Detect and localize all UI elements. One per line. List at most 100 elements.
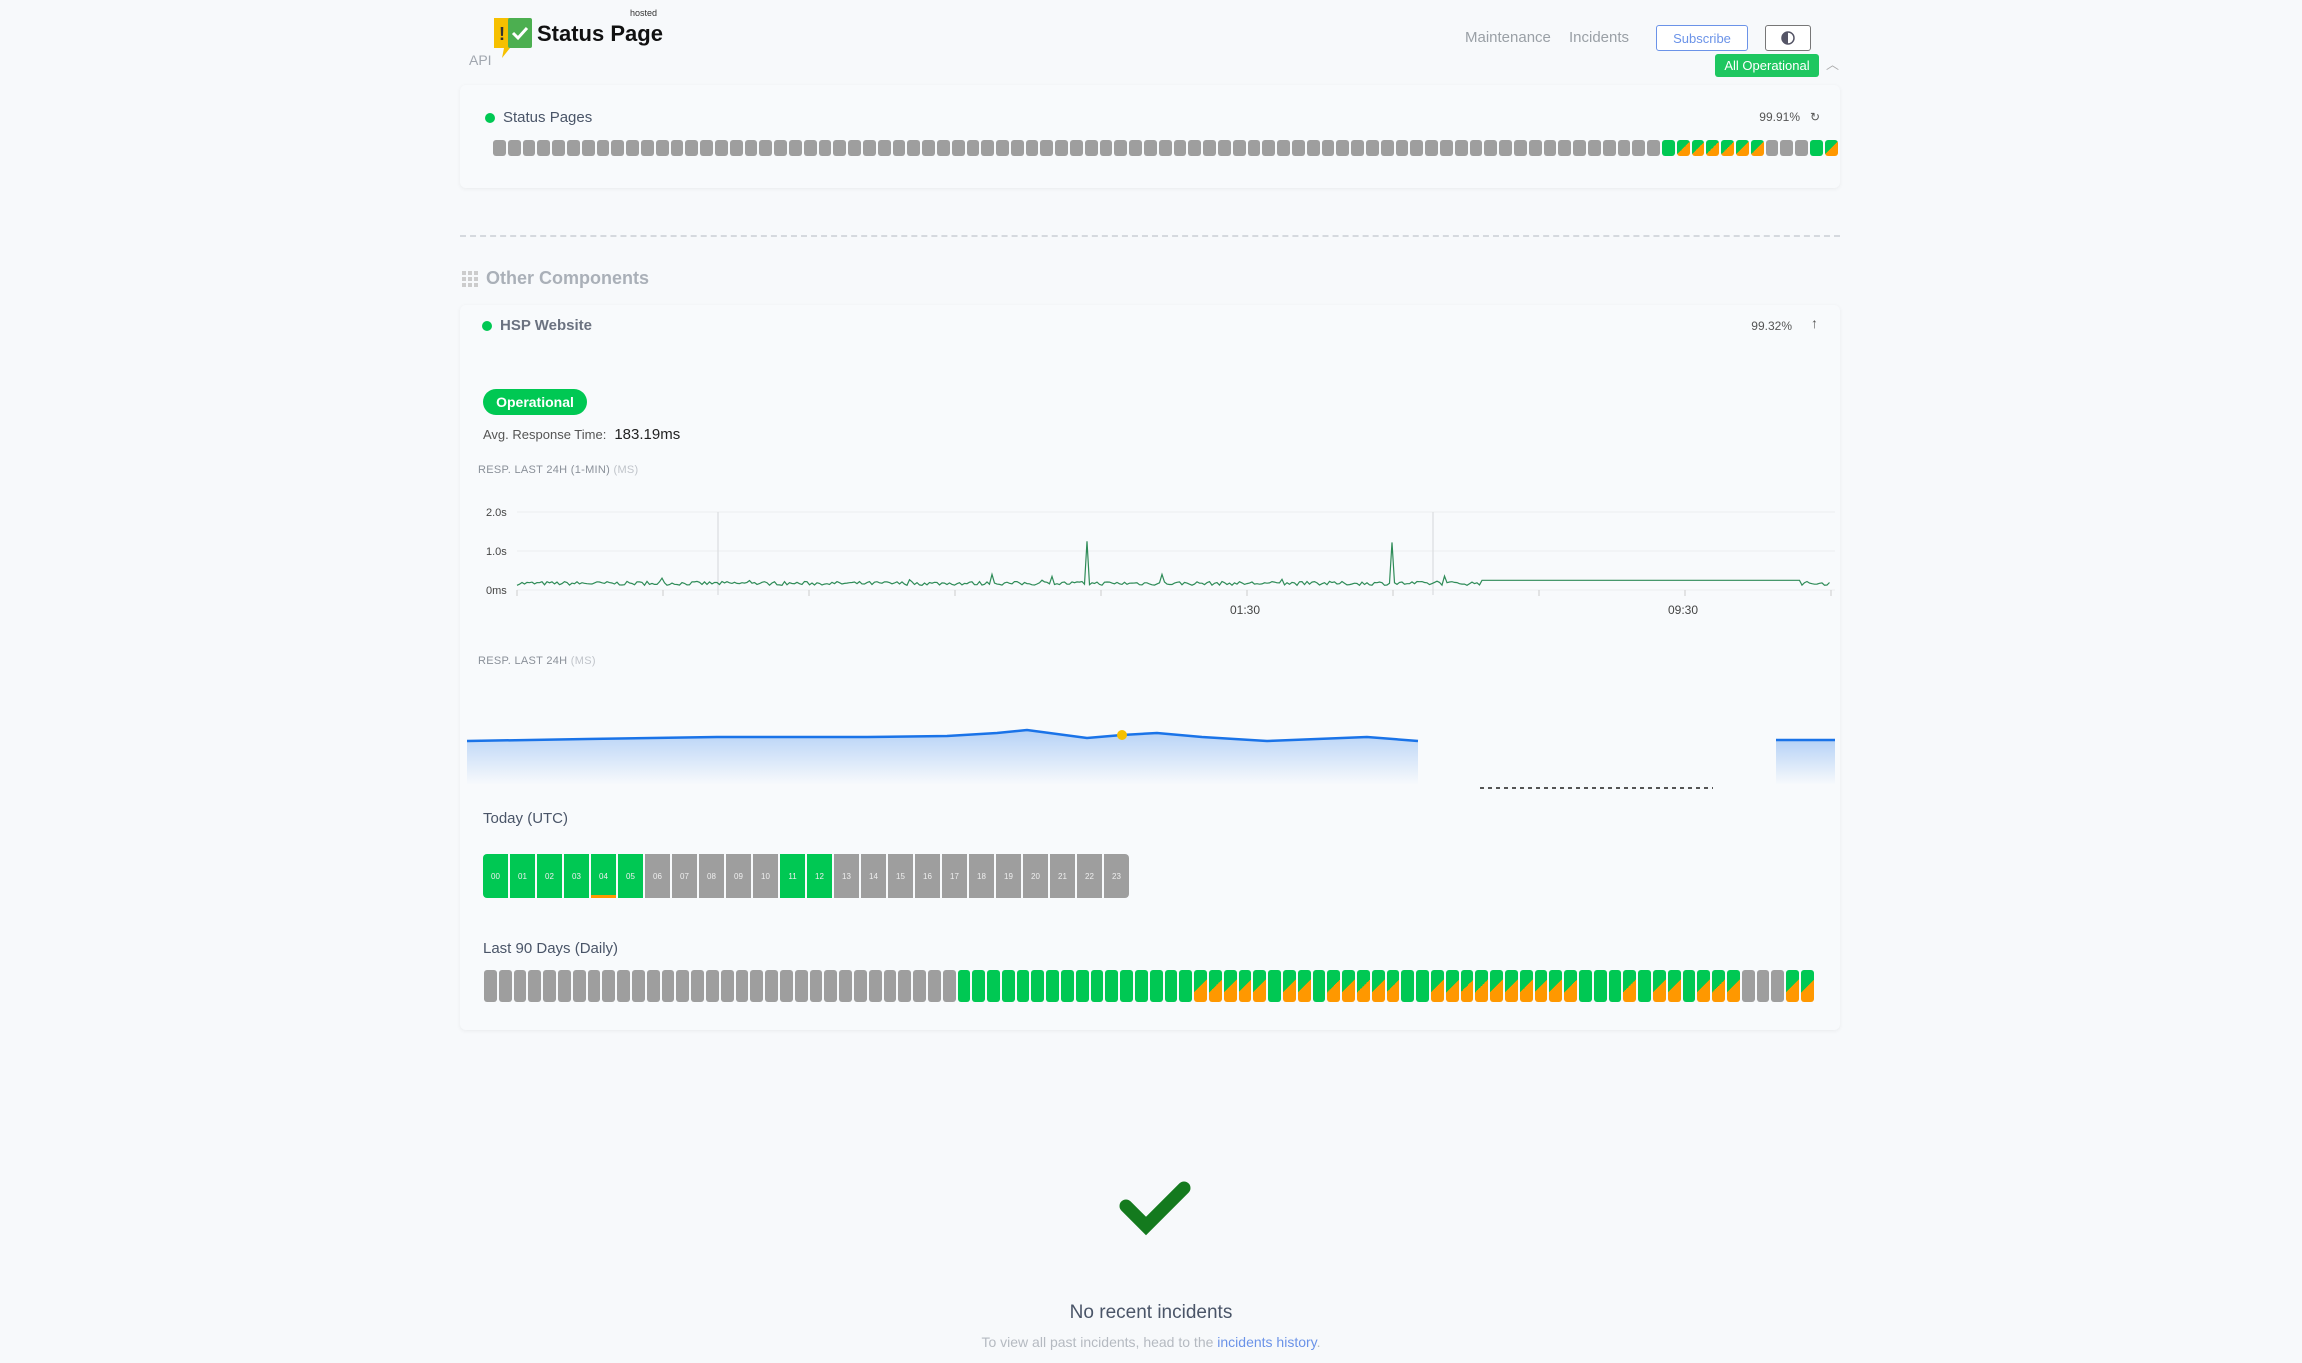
uptime-bar[interactable] [661,970,675,1002]
uptime-bar[interactable] [1475,970,1489,1002]
uptime-bar[interactable] [936,140,950,156]
collapse-arrow-icon[interactable]: ↑ [1811,315,1818,331]
logo[interactable]: ! [492,18,532,58]
uptime-bar[interactable] [1232,140,1246,156]
uptime-bar[interactable] [543,970,556,1002]
collapse-chevron-icon[interactable]: ︿ [1826,57,1840,72]
uptime-bar[interactable] [552,140,565,156]
hour-bar[interactable]: 07 [672,854,697,898]
uptime-bar[interactable] [1253,970,1267,1002]
hour-bar[interactable]: 13 [834,854,859,898]
uptime-bar[interactable] [498,970,512,1002]
uptime-bar[interactable] [1055,140,1069,156]
uptime-bar[interactable] [1040,140,1054,156]
uptime-bar[interactable] [493,140,506,156]
uptime-bar[interactable] [1484,140,1498,156]
uptime-bar[interactable] [1158,140,1172,156]
uptime-bar[interactable] [537,140,551,156]
uptime-bar[interactable] [1135,970,1148,1002]
uptime-bar[interactable] [1342,970,1356,1002]
uptime-bar[interactable] [1312,970,1326,1002]
uptime-bar[interactable] [1632,140,1646,156]
uptime-bar[interactable] [1786,970,1799,1002]
uptime-bar[interactable] [1149,970,1163,1002]
uptime-bar[interactable] [892,140,906,156]
uptime-bar[interactable] [572,970,586,1002]
hour-bar[interactable]: 00 [483,854,508,898]
uptime-bar[interactable] [1534,970,1548,1002]
uptime-bar[interactable] [750,970,764,1002]
uptime-bar[interactable] [1490,970,1503,1002]
uptime-bar[interactable] [1194,970,1208,1002]
uptime-bar[interactable] [1380,140,1394,156]
uptime-bar[interactable] [1706,140,1720,156]
uptime-bar[interactable] [1336,140,1350,156]
uptime-bar[interactable] [1824,140,1838,156]
uptime-bar[interactable] [611,140,625,156]
uptime-bar[interactable] [1771,970,1785,1002]
uptime-bar[interactable] [1277,140,1291,156]
uptime-bar[interactable] [1721,140,1734,156]
uptime-bar[interactable] [626,140,639,156]
uptime-bar[interactable] [484,970,497,1002]
uptime-bar[interactable] [957,970,971,1002]
uptime-bar[interactable] [996,140,1009,156]
uptime-bar[interactable] [1386,970,1400,1002]
uptime-bar[interactable] [1031,970,1045,1002]
uptime-bar[interactable] [1070,140,1083,156]
uptime-bar[interactable] [1321,140,1335,156]
uptime-bar[interactable] [1357,970,1370,1002]
uptime-bar[interactable] [951,140,965,156]
hour-bar[interactable]: 09 [726,854,751,898]
uptime-bar[interactable] [803,140,817,156]
uptime-bar[interactable] [1425,140,1438,156]
uptime-bar[interactable] [1010,140,1024,156]
uptime-bar[interactable] [676,970,690,1002]
uptime-bar[interactable] [720,970,734,1002]
uptime-bar[interactable] [1090,970,1104,1002]
uptime-bar[interactable] [1691,140,1705,156]
uptime-bar[interactable] [1440,140,1453,156]
nav-incidents[interactable]: Incidents [1569,29,1630,46]
hour-bar[interactable]: 08 [699,854,724,898]
uptime-bar[interactable] [1247,140,1261,156]
uptime-bar[interactable] [1401,970,1415,1002]
uptime-bar[interactable] [1726,970,1740,1002]
uptime-bar[interactable] [987,970,1000,1002]
hour-bar[interactable]: 19 [996,854,1021,898]
uptime-bar[interactable] [714,140,728,156]
uptime-bar[interactable] [1573,140,1586,156]
uptime-bar[interactable] [1179,970,1193,1002]
uptime-bar[interactable] [1735,140,1749,156]
uptime-bar[interactable] [794,970,808,1002]
theme-toggle-button[interactable] [1765,25,1811,51]
hour-bar[interactable]: 18 [969,854,994,898]
uptime-bar[interactable] [1800,970,1814,1002]
uptime-bar[interactable] [1765,140,1779,156]
uptime-bar[interactable] [1292,140,1305,156]
uptime-bar[interactable] [602,970,616,1002]
uptime-bar[interactable] [1587,140,1601,156]
subscribe-button[interactable]: Subscribe [1656,25,1748,51]
uptime-bar[interactable] [1416,970,1429,1002]
uptime-bar[interactable] [765,970,778,1002]
uptime-bar[interactable] [1528,140,1542,156]
uptime-bar[interactable] [513,970,527,1002]
uptime-bar[interactable] [1099,140,1113,156]
uptime-bar[interactable] [898,970,912,1002]
uptime-bar[interactable] [566,140,580,156]
uptime-bar[interactable] [877,140,891,156]
hour-bar[interactable]: 04 [591,854,616,898]
uptime-bar[interactable] [1114,140,1128,156]
uptime-bar[interactable] [1460,970,1474,1002]
uptime-bar[interactable] [966,140,980,156]
uptime-bar[interactable] [1682,970,1696,1002]
uptime-bar[interactable] [833,140,847,156]
uptime-bar[interactable] [922,140,935,156]
uptime-bar[interactable] [853,970,867,1002]
uptime-bar[interactable] [824,970,838,1002]
uptime-bar[interactable] [640,140,654,156]
uptime-bar[interactable] [1780,140,1794,156]
uptime-bar[interactable] [1558,140,1572,156]
uptime-bar[interactable] [1084,140,1098,156]
